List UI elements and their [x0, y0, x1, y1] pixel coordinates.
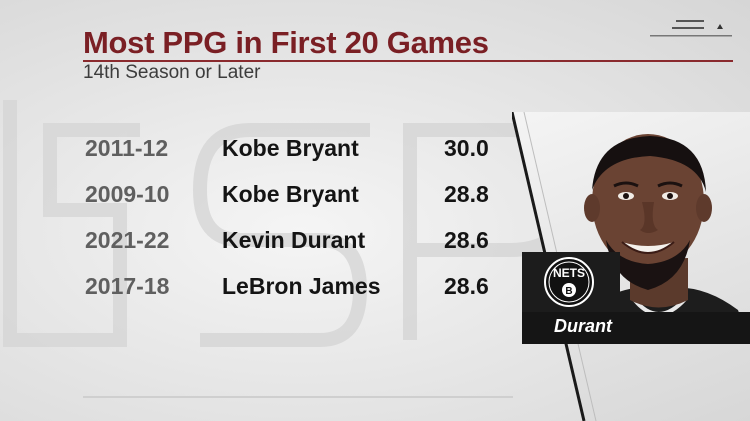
season-cell: 2021-22 [85, 227, 170, 253]
table-row: 2021-22 Kevin Durant 28.6 [0, 225, 520, 255]
ppg-cell: 28.8 [444, 181, 489, 207]
player-cell: LeBron James [222, 273, 381, 299]
menu-lines-icon[interactable] [650, 18, 732, 38]
logo-letter: B [565, 286, 572, 297]
player-nameplate: Durant [522, 312, 750, 344]
season-cell: 2009-10 [85, 181, 170, 207]
bottom-divider [83, 396, 513, 398]
player-cell: Kobe Bryant [222, 135, 359, 161]
table-row: 2017-18 LeBron James 28.6 [0, 271, 520, 301]
ppg-cell: 28.6 [444, 273, 489, 299]
ppg-cell: 28.6 [444, 227, 489, 253]
player-cell: Kobe Bryant [222, 181, 359, 207]
player-cell: Kevin Durant [222, 227, 366, 253]
title-divider [83, 60, 733, 62]
season-cell: 2017-18 [85, 273, 170, 299]
player-name-label: Durant [554, 316, 612, 336]
table-row: 2011-12 Kobe Bryant 30.0 [0, 133, 520, 163]
page-subtitle: 14th Season or Later [83, 62, 261, 83]
team-logo-area: NETS B [522, 252, 620, 312]
nets-logo-icon: NETS B [522, 252, 620, 312]
ppg-cell: 30.0 [444, 135, 489, 161]
season-cell: 2011-12 [85, 135, 169, 161]
logo-text: NETS [553, 266, 585, 280]
table-row: 2009-10 Kobe Bryant 28.8 [0, 179, 520, 209]
page-title: Most PPG in First 20 Games [83, 25, 489, 60]
